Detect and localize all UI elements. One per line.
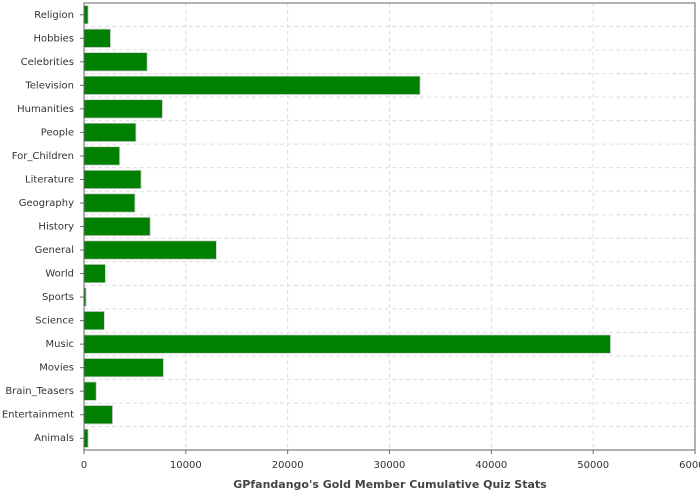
x-tick-label: 60000 xyxy=(679,460,700,471)
y-tick-label: Religion xyxy=(34,10,74,21)
bar xyxy=(83,193,136,213)
y-tick-label: Sports xyxy=(42,292,74,303)
y-tick-label: Hobbies xyxy=(34,33,74,44)
bar xyxy=(83,263,106,284)
bar xyxy=(83,358,164,378)
bar xyxy=(83,146,121,166)
bar xyxy=(83,334,611,354)
bar xyxy=(83,240,217,260)
x-tick-label: 20000 xyxy=(272,460,304,471)
x-tick-label: 50000 xyxy=(577,460,609,471)
plot-border xyxy=(83,2,696,451)
y-tick-label: Music xyxy=(46,339,74,350)
y-tick-label: Humanities xyxy=(17,104,74,115)
y-tick-label: Television xyxy=(24,80,74,91)
bar xyxy=(83,169,142,190)
x-tick-label: 10000 xyxy=(170,460,202,471)
bar xyxy=(83,216,151,237)
x-tick-label: 30000 xyxy=(374,460,406,471)
bar xyxy=(83,28,111,48)
chart-title: GPfandango's Gold Member Cumulative Quiz… xyxy=(233,478,547,491)
y-tick-label: People xyxy=(41,127,74,138)
y-tick-label: Literature xyxy=(25,174,74,185)
bar xyxy=(83,5,89,25)
y-tick-label: History xyxy=(38,222,74,233)
y-tick-label: Animals xyxy=(34,433,74,444)
y-tick-label: Entertainment xyxy=(2,410,74,421)
y-tick-label: Movies xyxy=(39,363,74,374)
y-tick-label: General xyxy=(35,245,74,256)
y-tick-label: For_Children xyxy=(12,151,74,162)
bar xyxy=(83,381,97,401)
bar xyxy=(83,99,163,119)
x-tick-label: 40000 xyxy=(475,460,507,471)
bar xyxy=(83,52,148,72)
y-tick-label: Celebrities xyxy=(21,57,74,68)
y-tick-label: Science xyxy=(35,316,74,327)
y-tick-label: World xyxy=(45,269,74,280)
x-tick-label: 0 xyxy=(81,460,87,471)
bar xyxy=(83,428,89,448)
y-tick-label: Geography xyxy=(19,198,74,209)
y-tick-label: Brain_Teasers xyxy=(5,386,74,397)
bar xyxy=(83,405,113,425)
bar xyxy=(83,122,137,142)
bar xyxy=(83,311,105,331)
bar xyxy=(83,75,421,95)
